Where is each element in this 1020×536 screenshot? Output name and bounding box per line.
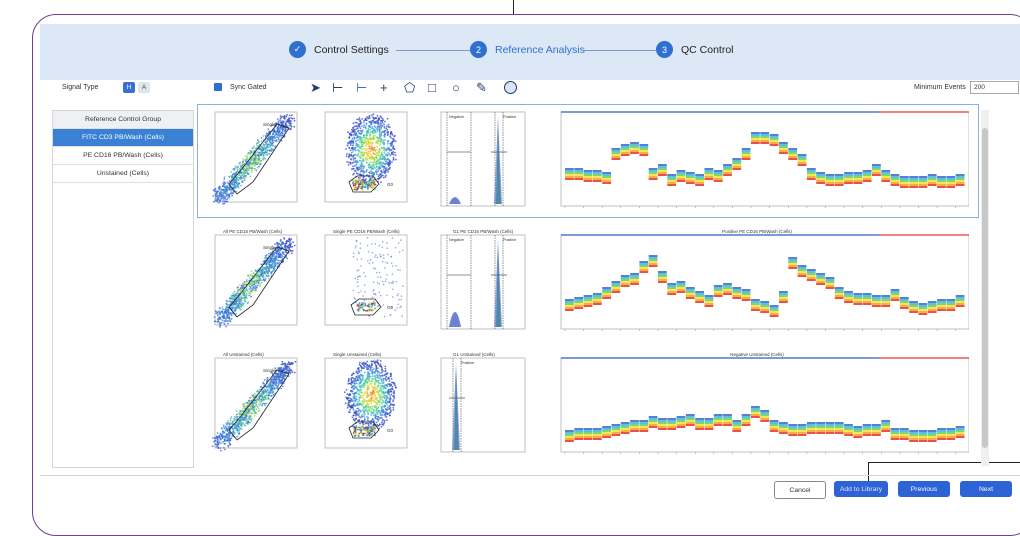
step-reference-analysis[interactable]: 2 Reference Analysis: [470, 41, 585, 58]
plot-title: Single PE CD16 PB/Wash (Cells): [333, 229, 400, 234]
cancel-button[interactable]: Cancel: [774, 481, 826, 499]
min-events-label: Minimum Events: [914, 84, 966, 91]
rectangle-icon[interactable]: □: [428, 81, 436, 95]
previous-button[interactable]: Previous: [898, 481, 950, 497]
list-item[interactable]: FITC CD3 PB/Wash (Cells): [53, 129, 193, 147]
signal-option-h[interactable]: H: [123, 82, 135, 93]
plot-title: G1 Unstained (Cells): [453, 352, 495, 357]
step-number: 2: [470, 41, 487, 58]
list-item[interactable]: Unstained (Cells): [53, 165, 193, 183]
scrollbar-thumb[interactable]: [982, 128, 988, 448]
svg-text:Single: Single: [263, 245, 276, 250]
min-events-input[interactable]: 200: [970, 81, 1019, 94]
plot-title: All PE CD16 PB/Wash (Cells): [223, 229, 282, 234]
step-connector: [584, 50, 656, 51]
plot-title: All Unstained (Cells): [223, 352, 264, 357]
svg-text:Negative: Negative: [449, 238, 464, 242]
spectrum-plot[interactable]: [549, 350, 969, 464]
spectrum-plot[interactable]: [549, 104, 969, 218]
reference-group-list: Reference Control Group FITC CD3 PB/Wash…: [52, 110, 194, 468]
ellipse-icon[interactable]: ○: [452, 81, 460, 95]
scatter-plot-fsc[interactable]: Single: [203, 350, 313, 464]
step-control-settings[interactable]: ✓ Control Settings: [289, 41, 389, 58]
scatter-plot-fsc[interactable]: Single: [203, 104, 313, 218]
add-to-library-button[interactable]: Add to Library: [834, 481, 888, 497]
histogram-plot[interactable]: Positive: [429, 350, 539, 464]
sync-gated-label: Sync Gated: [230, 84, 267, 91]
target-icon[interactable]: [504, 81, 517, 94]
histogram-plot[interactable]: Negative Positive: [429, 104, 539, 218]
scatter-plot-ssc[interactable]: G0: [313, 350, 423, 464]
bracket-range-icon[interactable]: ⊢: [332, 81, 343, 95]
scatter-plot-fsc[interactable]: Single: [203, 227, 313, 341]
pen-icon[interactable]: ✎: [476, 81, 487, 95]
step-connector: [396, 50, 470, 51]
scatter-plot-ssc[interactable]: G0: [313, 227, 423, 341]
scatter-plot-ssc[interactable]: G0: [313, 104, 423, 218]
step-label: Control Settings: [314, 44, 389, 56]
svg-text:G0: G0: [387, 305, 394, 310]
plot-row: Single G0 Negative Positive: [197, 104, 979, 220]
histogram-plot[interactable]: Negative Positive: [429, 227, 539, 341]
footer-divider: [40, 475, 1020, 476]
svg-text:Positive: Positive: [503, 115, 516, 119]
polygon-icon[interactable]: ⬠: [404, 81, 415, 95]
step-label: QC Control: [681, 44, 734, 56]
plot-title: Negative Unstained (Cells): [730, 352, 784, 357]
check-icon: ✓: [289, 41, 306, 58]
svg-text:G0: G0: [387, 182, 394, 187]
plot-row: Single All PE CD16 PB/Wash (Cells) G0 Singl…: [197, 227, 979, 343]
crosshair-icon[interactable]: +: [380, 81, 388, 95]
list-item[interactable]: PE CD16 PB/Wash (Cells): [53, 147, 193, 165]
step-number: 3: [656, 41, 673, 58]
pointer-icon[interactable]: ➤: [310, 81, 321, 95]
step-label: Reference Analysis: [495, 44, 585, 56]
bracket-range-alt-icon[interactable]: ⊢: [356, 81, 367, 95]
wizard-stepper: ✓ Control Settings 2 Reference Analysis …: [40, 24, 1020, 80]
sync-gated-checkbox[interactable]: [214, 83, 222, 91]
signal-option-a[interactable]: A: [138, 82, 150, 93]
scrollbar[interactable]: [981, 110, 989, 466]
toolbar: Signal Type H A Sync Gated ➤ ⊢ ⊢ + ⬠ □ ○…: [52, 84, 1020, 98]
plot-title: G1 PE CD16 PB/Wash (Cells): [453, 229, 513, 234]
signal-type-label: Signal Type: [62, 84, 98, 91]
spectrum-plot[interactable]: [549, 227, 969, 341]
svg-text:Negative: Negative: [449, 115, 464, 119]
svg-text:Single: Single: [263, 122, 276, 127]
svg-text:Positive: Positive: [503, 238, 516, 242]
next-button[interactable]: Next: [960, 481, 1012, 497]
reference-group-header: Reference Control Group: [53, 111, 193, 129]
plot-grid: Single G0 Negative Positive Single All PE CD1…: [197, 104, 979, 468]
svg-text:Single: Single: [263, 368, 276, 373]
step-qc-control[interactable]: 3 QC Control: [656, 41, 734, 58]
plot-title: Single Unstained (Cells): [333, 352, 381, 357]
plot-title: Positive PE CD16 PB/Wash (Cells): [722, 229, 792, 234]
